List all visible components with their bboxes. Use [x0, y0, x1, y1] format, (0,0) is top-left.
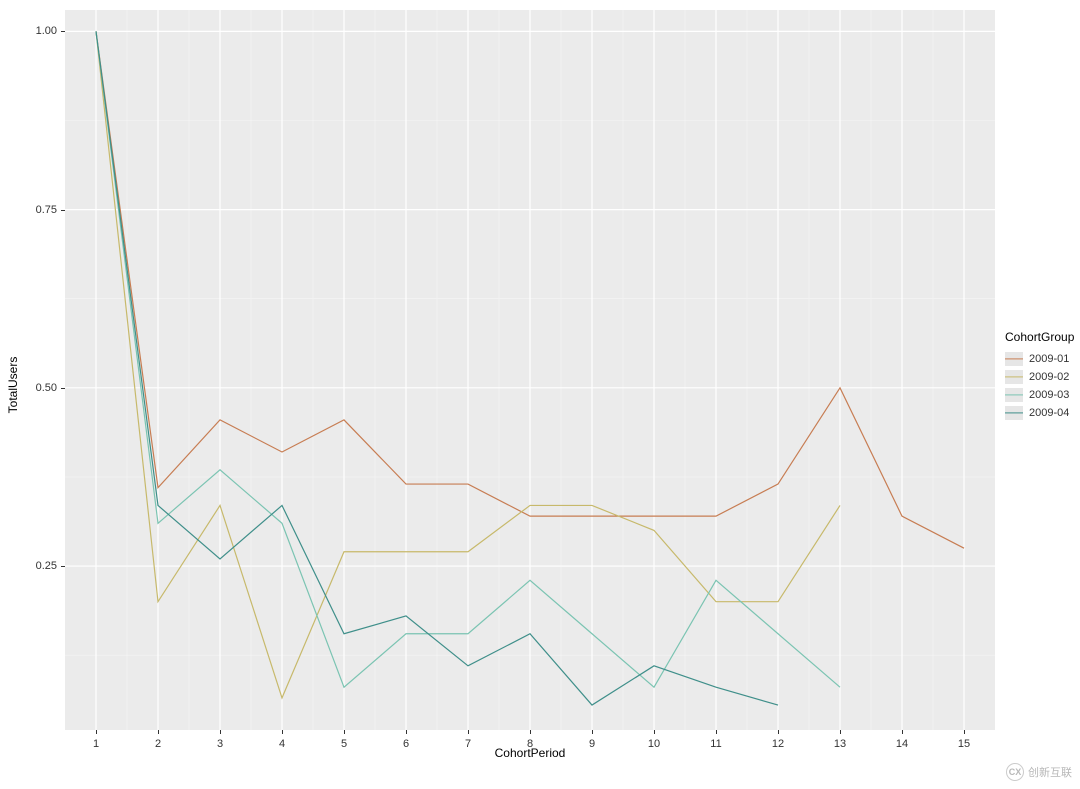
y-tick-label: 0.50 [36, 382, 57, 394]
x-tick-mark [778, 730, 779, 734]
legend-swatch [1005, 352, 1023, 366]
legend-line-icon [1005, 358, 1023, 359]
x-tick-label: 11 [710, 738, 721, 750]
x-tick-label: 6 [403, 738, 409, 750]
legend-label: 2009-04 [1029, 407, 1069, 419]
legend-item: 2009-03 [1005, 388, 1074, 402]
legend-label: 2009-02 [1029, 371, 1069, 383]
watermark-icon: CX [1006, 763, 1024, 781]
plot-area: CohortPeriod 0.250.500.751.00 1234567891… [65, 10, 995, 730]
legend-items: 2009-01 2009-02 2009-03 2009-04 [1005, 352, 1074, 420]
x-tick-label: 4 [279, 738, 285, 750]
legend-swatch [1005, 406, 1023, 420]
y-axis-title: TotalUsers [6, 357, 20, 414]
legend: CohortGroup 2009-01 2009-02 2009-03 2009-04 [1005, 330, 1074, 424]
legend-swatch [1005, 370, 1023, 384]
x-tick-mark [654, 730, 655, 734]
x-tick-label: 7 [465, 738, 471, 750]
x-tick-mark [158, 730, 159, 734]
legend-item: 2009-04 [1005, 406, 1074, 420]
legend-title: CohortGroup [1005, 330, 1074, 344]
chart-svg [65, 10, 995, 730]
chart-container: TotalUsers CohortPeriod 0.250.500.751.00… [35, 10, 995, 760]
x-tick-mark [964, 730, 965, 734]
legend-swatch [1005, 388, 1023, 402]
x-tick-label: 2 [155, 738, 161, 750]
legend-line-icon [1005, 376, 1023, 377]
x-tick-mark [96, 730, 97, 734]
x-tick-label: 3 [217, 738, 223, 750]
x-tick-mark [406, 730, 407, 734]
x-tick-label: 12 [772, 738, 784, 750]
y-tick-mark [61, 31, 65, 32]
x-tick-label: 10 [648, 738, 660, 750]
legend-item: 2009-02 [1005, 370, 1074, 384]
x-tick-mark [530, 730, 531, 734]
x-tick-label: 8 [527, 738, 533, 750]
legend-line-icon [1005, 412, 1023, 413]
x-tick-mark [716, 730, 717, 734]
x-tick-label: 14 [896, 738, 908, 750]
x-tick-label: 15 [958, 738, 970, 750]
y-tick-label: 0.75 [36, 204, 57, 216]
x-tick-mark [592, 730, 593, 734]
x-tick-mark [344, 730, 345, 734]
y-tick-label: 0.25 [36, 560, 57, 572]
y-tick-mark [61, 210, 65, 211]
x-tick-label: 9 [589, 738, 595, 750]
watermark: CX 创新互联 [1006, 763, 1072, 781]
x-tick-mark [220, 730, 221, 734]
x-tick-mark [282, 730, 283, 734]
y-tick-mark [61, 566, 65, 567]
x-tick-mark [468, 730, 469, 734]
legend-label: 2009-03 [1029, 389, 1069, 401]
x-tick-mark [902, 730, 903, 734]
watermark-text: 创新互联 [1028, 764, 1072, 780]
y-tick-label: 1.00 [36, 25, 57, 37]
legend-item: 2009-01 [1005, 352, 1074, 366]
x-tick-label: 5 [341, 738, 347, 750]
legend-line-icon [1005, 394, 1023, 395]
x-tick-mark [840, 730, 841, 734]
x-tick-label: 1 [93, 738, 99, 750]
legend-label: 2009-01 [1029, 353, 1069, 365]
x-tick-label: 13 [834, 738, 846, 750]
y-tick-mark [61, 388, 65, 389]
